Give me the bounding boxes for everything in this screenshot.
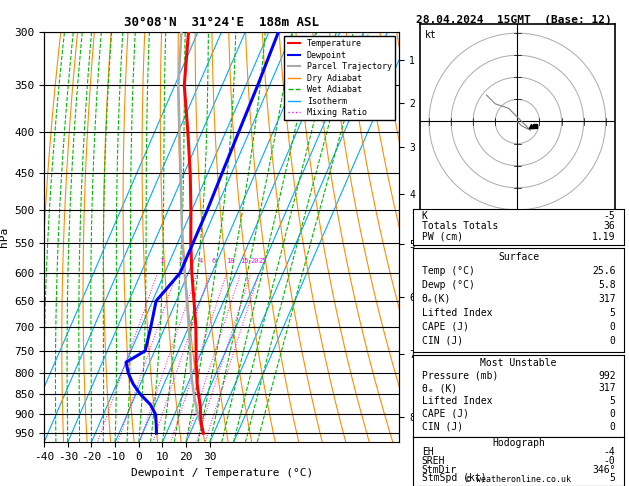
Text: 5: 5	[610, 308, 616, 318]
Text: 5: 5	[610, 396, 616, 406]
Text: θₑ (K): θₑ (K)	[421, 383, 457, 394]
Text: PW (cm): PW (cm)	[421, 231, 463, 242]
Text: 317: 317	[598, 383, 616, 394]
Text: 10: 10	[226, 258, 235, 264]
Text: K: K	[421, 211, 428, 221]
Text: 0: 0	[610, 322, 616, 331]
Text: Temp (°C): Temp (°C)	[421, 266, 474, 276]
Text: Surface: Surface	[498, 252, 539, 262]
Text: EH: EH	[421, 447, 433, 457]
Text: Most Unstable: Most Unstable	[481, 358, 557, 368]
Text: kt: kt	[425, 30, 437, 39]
Text: θₑ(K): θₑ(K)	[421, 294, 451, 304]
Text: 1.19: 1.19	[592, 231, 616, 242]
Text: Dewp (°C): Dewp (°C)	[421, 280, 474, 290]
Text: 36: 36	[604, 221, 616, 231]
Text: CAPE (J): CAPE (J)	[421, 409, 469, 419]
Text: 0: 0	[610, 335, 616, 346]
Text: 28.04.2024  15GMT  (Base: 12): 28.04.2024 15GMT (Base: 12)	[416, 15, 612, 25]
Text: Totals Totals: Totals Totals	[421, 221, 498, 231]
Text: 5: 5	[610, 473, 616, 484]
Text: -5: -5	[604, 211, 616, 221]
Text: 2: 2	[179, 258, 183, 264]
Y-axis label: km
ASL: km ASL	[434, 237, 452, 259]
Legend: Temperature, Dewpoint, Parcel Trajectory, Dry Adiabat, Wet Adiabat, Isotherm, Mi: Temperature, Dewpoint, Parcel Trajectory…	[284, 36, 395, 121]
Text: CIN (J): CIN (J)	[421, 335, 463, 346]
Text: 6: 6	[212, 258, 216, 264]
Y-axis label: hPa: hPa	[0, 227, 9, 247]
Text: StmDir: StmDir	[421, 465, 457, 475]
Text: -4: -4	[604, 447, 616, 457]
Text: 25.6: 25.6	[592, 266, 616, 276]
Text: 4: 4	[199, 258, 203, 264]
Text: 0: 0	[610, 409, 616, 419]
Text: 1: 1	[160, 258, 164, 264]
Text: Pressure (mb): Pressure (mb)	[421, 371, 498, 381]
Text: 25: 25	[259, 258, 267, 264]
Text: 346°: 346°	[592, 465, 616, 475]
X-axis label: Dewpoint / Temperature (°C): Dewpoint / Temperature (°C)	[131, 468, 313, 478]
Text: -0: -0	[604, 456, 616, 466]
Text: © weatheronline.co.uk: © weatheronline.co.uk	[466, 474, 571, 484]
Text: 0: 0	[610, 421, 616, 432]
Text: 992: 992	[598, 371, 616, 381]
Text: StmSpd (kt): StmSpd (kt)	[421, 473, 486, 484]
Text: 5.8: 5.8	[598, 280, 616, 290]
Title: 30°08'N  31°24'E  188m ASL: 30°08'N 31°24'E 188m ASL	[124, 16, 320, 29]
Text: CAPE (J): CAPE (J)	[421, 322, 469, 331]
Text: LCL: LCL	[442, 120, 457, 128]
Text: CIN (J): CIN (J)	[421, 421, 463, 432]
Text: SREH: SREH	[421, 456, 445, 466]
Text: Hodograph: Hodograph	[492, 438, 545, 448]
Text: 317: 317	[598, 294, 616, 304]
Text: 15: 15	[240, 258, 249, 264]
Text: Lifted Index: Lifted Index	[421, 308, 492, 318]
Text: Lifted Index: Lifted Index	[421, 396, 492, 406]
Text: 20: 20	[250, 258, 259, 264]
